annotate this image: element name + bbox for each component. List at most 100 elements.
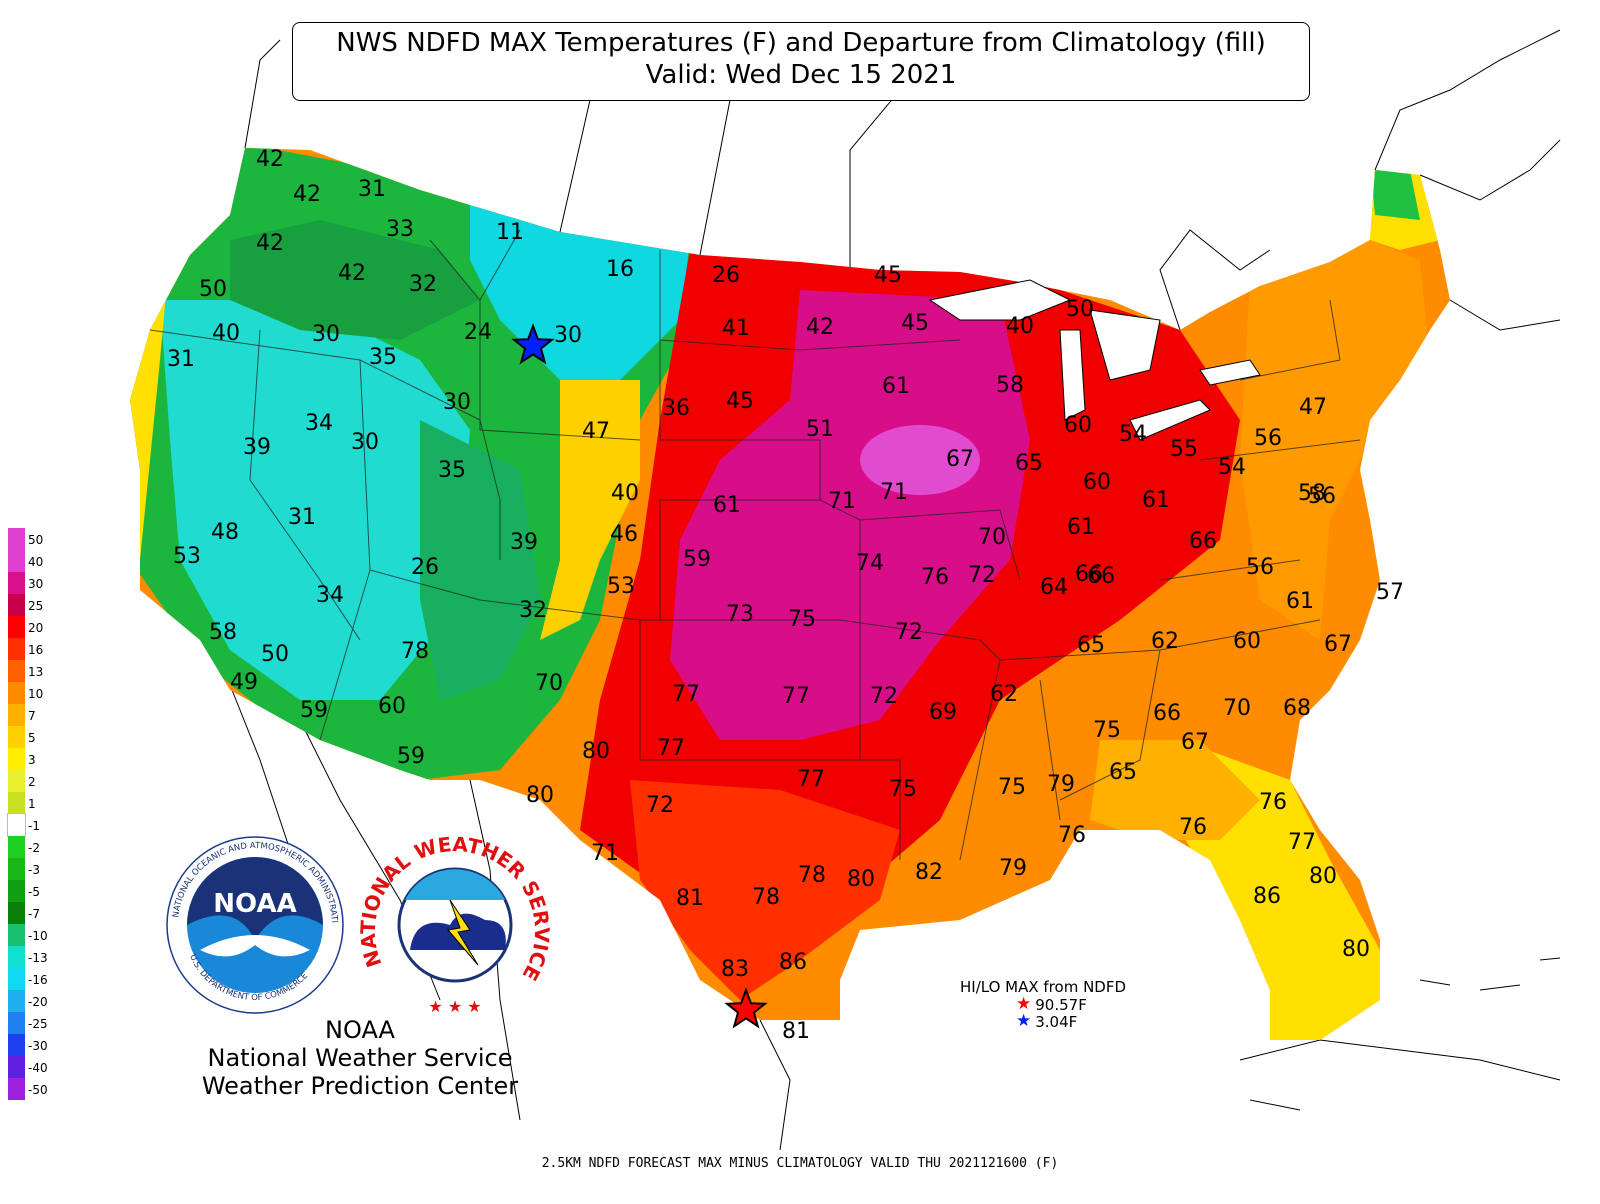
- temperature-label: 81: [782, 1019, 810, 1044]
- temperature-label: 53: [173, 544, 201, 569]
- temperature-label: 79: [999, 856, 1027, 881]
- legend-swatch: [8, 880, 25, 902]
- temperature-label: 45: [874, 263, 902, 288]
- hilo-box: HI/LO MAX from NDFD ★ 90.57F ★ 3.04F: [960, 978, 1170, 1031]
- temperature-label: 60: [1083, 470, 1111, 495]
- temperature-label: 75: [788, 607, 816, 632]
- legend-label: -50: [28, 1083, 48, 1097]
- legend-label: 40: [28, 555, 44, 569]
- temperature-label: 56: [1254, 426, 1282, 451]
- temperature-label: 65: [1109, 760, 1137, 785]
- temperature-label: 16: [606, 257, 634, 282]
- temperature-label: 26: [712, 263, 740, 288]
- temperature-label: 70: [1223, 696, 1251, 721]
- departure-legend: 50 40 30 25 20 16 13 10 7 5 3 2 1 -1 -2 -3 -5 -7 -10 -13 -16…: [7, 528, 68, 1138]
- legend-swatch: [8, 704, 25, 726]
- temperature-label: 49: [230, 670, 258, 695]
- temperature-label: 34: [316, 583, 344, 608]
- credit-block: NOAA National Weather Service Weather Pr…: [170, 1016, 550, 1100]
- temperature-label: 50: [1066, 297, 1094, 322]
- temperature-label: 47: [582, 419, 610, 444]
- hilo-hi-value: 90.57F: [1035, 995, 1087, 1014]
- legend-swatch: [8, 682, 25, 704]
- temperature-label: 53: [607, 574, 635, 599]
- legend-label: 7: [28, 709, 36, 723]
- temperature-label: 32: [409, 272, 437, 297]
- legend-label: -2: [28, 841, 40, 855]
- legend-label: 30: [28, 577, 44, 591]
- temperature-label: 42: [256, 147, 284, 172]
- temperature-label: 86: [779, 950, 807, 975]
- hilo-title: HI/LO MAX from NDFD: [960, 978, 1127, 996]
- temperature-label: 60: [1233, 629, 1261, 654]
- temperature-label: 41: [722, 316, 750, 341]
- temperature-label: 30: [351, 430, 379, 455]
- temperature-label: 40: [1006, 314, 1034, 339]
- legend-label: 3: [28, 753, 36, 767]
- temperature-label: 70: [978, 525, 1006, 550]
- legend-label: 13: [28, 665, 44, 679]
- temperature-label: 60: [378, 694, 406, 719]
- legend-swatch: [8, 528, 25, 550]
- temperature-label: 61: [713, 493, 741, 518]
- temperature-label: 70: [535, 671, 563, 696]
- map-title-box: NWS NDFD MAX Temperatures (F) and Depart…: [292, 22, 1310, 101]
- legend-label: -1: [28, 819, 40, 833]
- temperature-label: 67: [946, 447, 974, 472]
- credit-wpc: Weather Prediction Center: [201, 1072, 519, 1100]
- temperature-label: 80: [1342, 937, 1370, 962]
- temperature-label: 77: [782, 684, 810, 709]
- legend-swatch: [8, 550, 25, 572]
- temperature-label: 59: [397, 744, 425, 769]
- legend-swatch: [8, 726, 25, 748]
- lo-star-icon: ★: [1016, 1011, 1032, 1031]
- temperature-label: 45: [901, 311, 929, 336]
- legend-label: 25: [28, 599, 44, 613]
- temperature-label: 42: [293, 182, 321, 207]
- legend-label: -40: [28, 1061, 48, 1075]
- legend-label: 5: [28, 731, 36, 745]
- legend-label: -25: [28, 1017, 48, 1031]
- temperature-label: 71: [880, 480, 908, 505]
- state-boundaries: [149, 229, 1361, 861]
- legend-label: -16: [28, 973, 48, 987]
- temperature-label: 45: [726, 389, 754, 414]
- temperature-label: 77: [1288, 830, 1316, 855]
- legend-label: 1: [28, 797, 36, 811]
- temperature-label: 26: [411, 555, 439, 580]
- temperature-label: 54: [1218, 455, 1246, 480]
- temperature-label: 46: [610, 522, 638, 547]
- temperature-label: 56: [1246, 555, 1274, 580]
- temperature-label: 72: [895, 620, 923, 645]
- temperature-label: 35: [369, 345, 397, 370]
- temperature-label: 50: [261, 642, 289, 667]
- temperature-label: 82: [915, 860, 943, 885]
- temperature-label: 66: [1087, 564, 1115, 589]
- temperature-label: 75: [1093, 718, 1121, 743]
- temperature-label: 59: [683, 547, 711, 572]
- legend-swatch: [8, 770, 25, 792]
- legend-label: -5: [28, 885, 40, 899]
- temperature-label: 32: [519, 598, 547, 623]
- temperature-label: 42: [806, 315, 834, 340]
- temperature-label: 76: [1058, 823, 1086, 848]
- temperature-label: 30: [443, 390, 471, 415]
- hilo-lo-value: 3.04F: [1035, 1012, 1078, 1031]
- legend-label: -3: [28, 863, 40, 877]
- low-max-star-icon: [511, 323, 555, 365]
- legend-swatch: [8, 616, 25, 638]
- temperature-label: 47: [1299, 395, 1327, 420]
- map-title: NWS NDFD MAX Temperatures (F) and Depart…: [336, 28, 1266, 58]
- temperature-label: 57: [1376, 580, 1404, 605]
- hi-star-icon: ★: [1016, 994, 1032, 1014]
- legend-label: 50: [28, 533, 44, 547]
- legend-swatch: [8, 1012, 25, 1034]
- legend-label: -20: [28, 995, 48, 1009]
- temperature-label: 66: [1153, 701, 1181, 726]
- temperature-label: 66: [1189, 529, 1217, 554]
- legend-swatch: [8, 638, 25, 660]
